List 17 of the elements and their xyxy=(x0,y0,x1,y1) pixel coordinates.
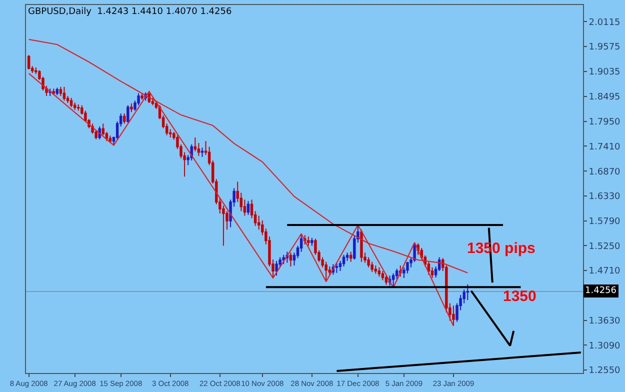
y-tick-label: 1.7950 xyxy=(588,118,621,128)
y-tick-label: 1.2550 xyxy=(588,366,621,376)
annotation: 1350 xyxy=(503,288,536,305)
y-tick-label: 2.0115 xyxy=(588,18,620,28)
y-tick-label: 1.8495 xyxy=(588,92,620,102)
y-tick-label: 1.5250 xyxy=(588,242,621,252)
y-tick-label: 1.4710 xyxy=(588,266,621,277)
y-tick-label: 1.3630 xyxy=(588,316,621,326)
y-tick-label: 1.6330 xyxy=(588,192,621,202)
y-tick-label: 1.9035 xyxy=(588,68,620,78)
y-tick-label: 1.3090 xyxy=(588,341,621,352)
chart-title: GBPUSD,Daily 1.4243 1.4410 1.4070 1.4256 xyxy=(28,7,232,17)
y-tick-label: 1.9575 xyxy=(588,42,620,53)
y-tick-label: 1.6870 xyxy=(588,167,621,178)
y-tick-label: 1.5790 xyxy=(588,216,621,227)
y-tick-label: 1.7410 xyxy=(588,142,621,152)
ref-line-label: 1.4256 xyxy=(585,286,617,296)
